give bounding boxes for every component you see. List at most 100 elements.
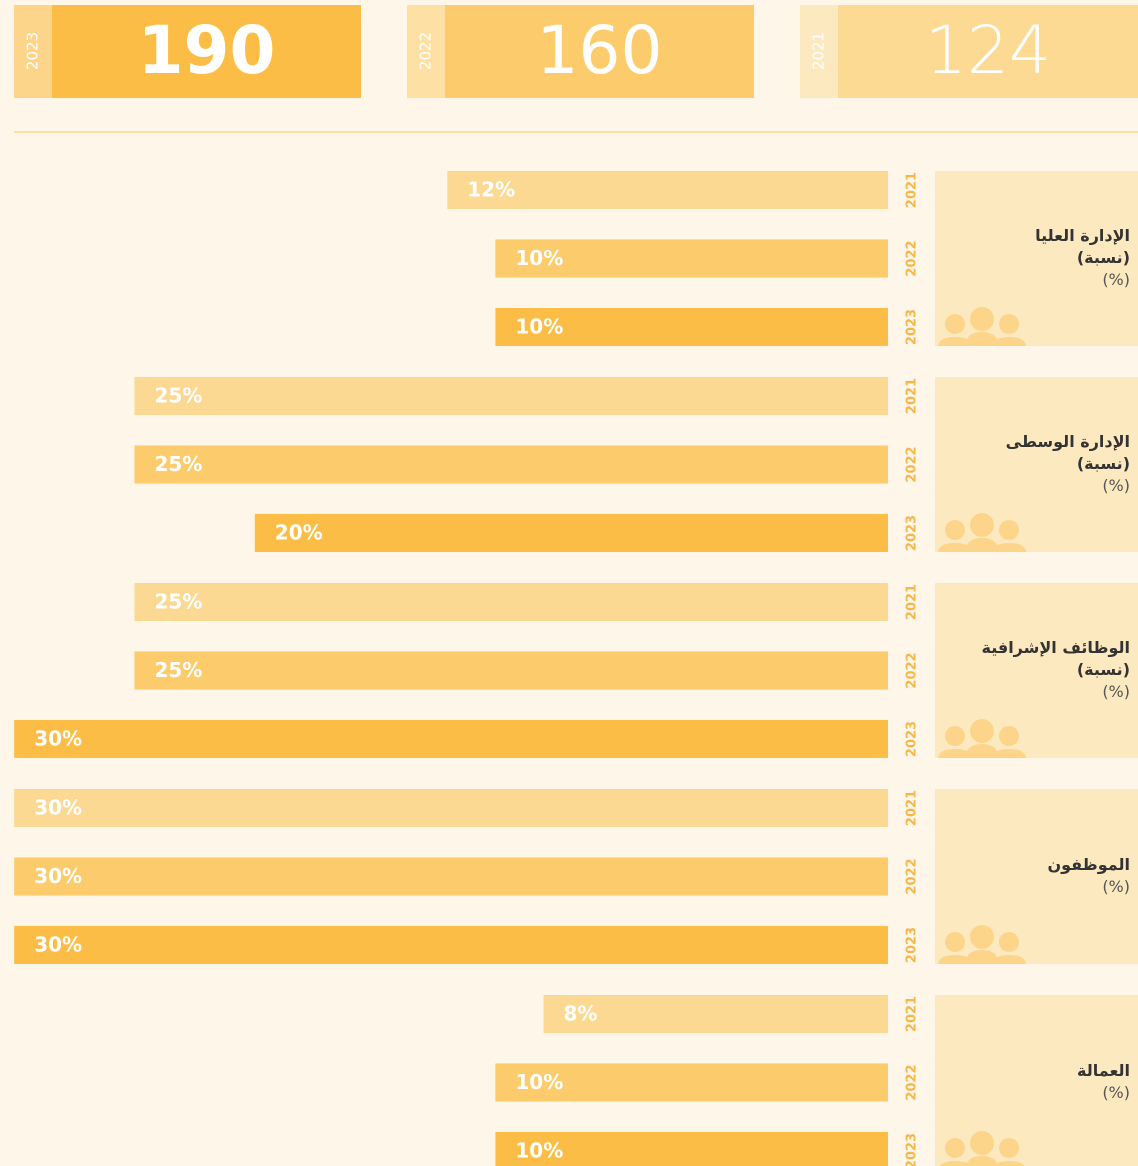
bar bbox=[543, 995, 888, 1033]
bar bbox=[134, 583, 888, 621]
icon-head bbox=[945, 314, 965, 334]
category-label: (%) bbox=[1102, 682, 1130, 701]
icon-body bbox=[965, 950, 999, 964]
icon-head bbox=[945, 520, 965, 540]
category-label: (%) bbox=[1102, 270, 1130, 289]
bar bbox=[254, 514, 889, 552]
category-label: (نسبة) bbox=[1077, 248, 1130, 267]
bar-year-label: 2023 bbox=[905, 1133, 920, 1166]
summary-value: 160 bbox=[537, 12, 663, 89]
category-label: (نسبة) bbox=[1077, 454, 1130, 473]
bar-value-label: 30% bbox=[34, 864, 82, 888]
bar bbox=[14, 720, 888, 758]
bar-year-label: 2022 bbox=[905, 1064, 920, 1100]
icon-body bbox=[938, 749, 972, 758]
bar-value-label: 25% bbox=[155, 452, 203, 476]
icon-body bbox=[992, 337, 1026, 346]
bar-value-label: 12% bbox=[467, 178, 515, 202]
bar bbox=[14, 857, 888, 896]
bar-year-label: 2023 bbox=[905, 515, 920, 551]
icon-head bbox=[945, 932, 965, 952]
bar bbox=[134, 445, 888, 484]
icon-head bbox=[999, 932, 1019, 952]
icon-head bbox=[970, 307, 994, 331]
summary-box bbox=[52, 5, 361, 98]
icon-head bbox=[999, 1138, 1019, 1158]
summary-strip bbox=[14, 5, 52, 98]
category-label: الإدارة الوسطى bbox=[1006, 432, 1130, 451]
summary-value: 190 bbox=[138, 12, 276, 89]
category-label: الوظائف الإشرافية bbox=[981, 638, 1130, 657]
category-label: العمالة bbox=[1077, 1061, 1130, 1080]
bar-value-label: 8% bbox=[564, 1002, 598, 1026]
summary-value: 124 bbox=[925, 12, 1051, 89]
bar-value-label: 25% bbox=[155, 658, 203, 682]
icon-body bbox=[965, 1156, 999, 1166]
summary-box bbox=[838, 5, 1138, 98]
icon-body bbox=[965, 538, 999, 552]
bar-value-label: 10% bbox=[515, 246, 563, 270]
bar-year-label: 2023 bbox=[905, 309, 920, 345]
icon-body bbox=[938, 337, 972, 346]
icon-head bbox=[945, 1138, 965, 1158]
bar bbox=[495, 1132, 888, 1166]
bar-year-label: 2022 bbox=[905, 858, 920, 894]
bar bbox=[134, 377, 888, 415]
summary-year: 2022 bbox=[417, 32, 435, 70]
icon-body bbox=[939, 1161, 971, 1166]
bar-year-label: 2021 bbox=[905, 996, 920, 1032]
bar bbox=[447, 171, 888, 209]
icon-head bbox=[970, 513, 994, 537]
icon-body bbox=[938, 955, 972, 964]
summary-strip bbox=[407, 5, 445, 98]
summary-strip bbox=[800, 5, 838, 98]
summary-year: 2023 bbox=[24, 32, 42, 70]
category-panel bbox=[935, 377, 1138, 552]
category-panel bbox=[935, 171, 1138, 346]
icon-body bbox=[992, 955, 1026, 964]
bar bbox=[134, 651, 888, 690]
bar bbox=[495, 239, 888, 278]
bar-year-label: 2023 bbox=[905, 721, 920, 757]
bar-year-label: 2023 bbox=[905, 927, 920, 963]
icon-head bbox=[999, 726, 1019, 746]
category-panel bbox=[935, 995, 1138, 1166]
category-label: الموظفون bbox=[1047, 855, 1130, 874]
icon-head bbox=[945, 726, 965, 746]
category-panel bbox=[935, 583, 1138, 758]
bar-value-label: 10% bbox=[515, 315, 563, 339]
icon-body bbox=[992, 543, 1026, 552]
category-label: (%) bbox=[1102, 877, 1130, 896]
bar-value-label: 30% bbox=[34, 933, 82, 957]
bar-value-label: 30% bbox=[34, 727, 82, 751]
summary-year: 2021 bbox=[810, 32, 828, 70]
bar bbox=[495, 308, 888, 346]
bar-year-label: 2021 bbox=[905, 790, 920, 826]
bar-value-label: 20% bbox=[275, 521, 323, 545]
icon-body bbox=[965, 744, 999, 758]
icon-head bbox=[999, 314, 1019, 334]
category-label: (%) bbox=[1102, 1083, 1130, 1102]
bar-value-label: 30% bbox=[34, 796, 82, 820]
bar bbox=[495, 1063, 888, 1102]
bar bbox=[14, 789, 888, 827]
bar-value-label: 10% bbox=[515, 1139, 563, 1163]
category-label: (نسبة) bbox=[1077, 660, 1130, 679]
bar-year-label: 2022 bbox=[905, 240, 920, 276]
bar-year-label: 2021 bbox=[905, 378, 920, 414]
icon-body bbox=[965, 332, 999, 346]
category-label: (%) bbox=[1102, 476, 1130, 495]
bar-value-label: 10% bbox=[515, 1070, 563, 1094]
bar-value-label: 25% bbox=[155, 590, 203, 614]
icon-body bbox=[993, 1161, 1025, 1166]
icon-head bbox=[999, 520, 1019, 540]
bar-year-label: 2021 bbox=[905, 584, 920, 620]
icon-head bbox=[970, 719, 994, 743]
summary-box bbox=[445, 5, 754, 98]
icon-body bbox=[992, 749, 1026, 758]
bar bbox=[14, 926, 888, 964]
bar-year-label: 2022 bbox=[905, 446, 920, 482]
icon-body bbox=[938, 543, 972, 552]
bar-year-label: 2022 bbox=[905, 652, 920, 688]
